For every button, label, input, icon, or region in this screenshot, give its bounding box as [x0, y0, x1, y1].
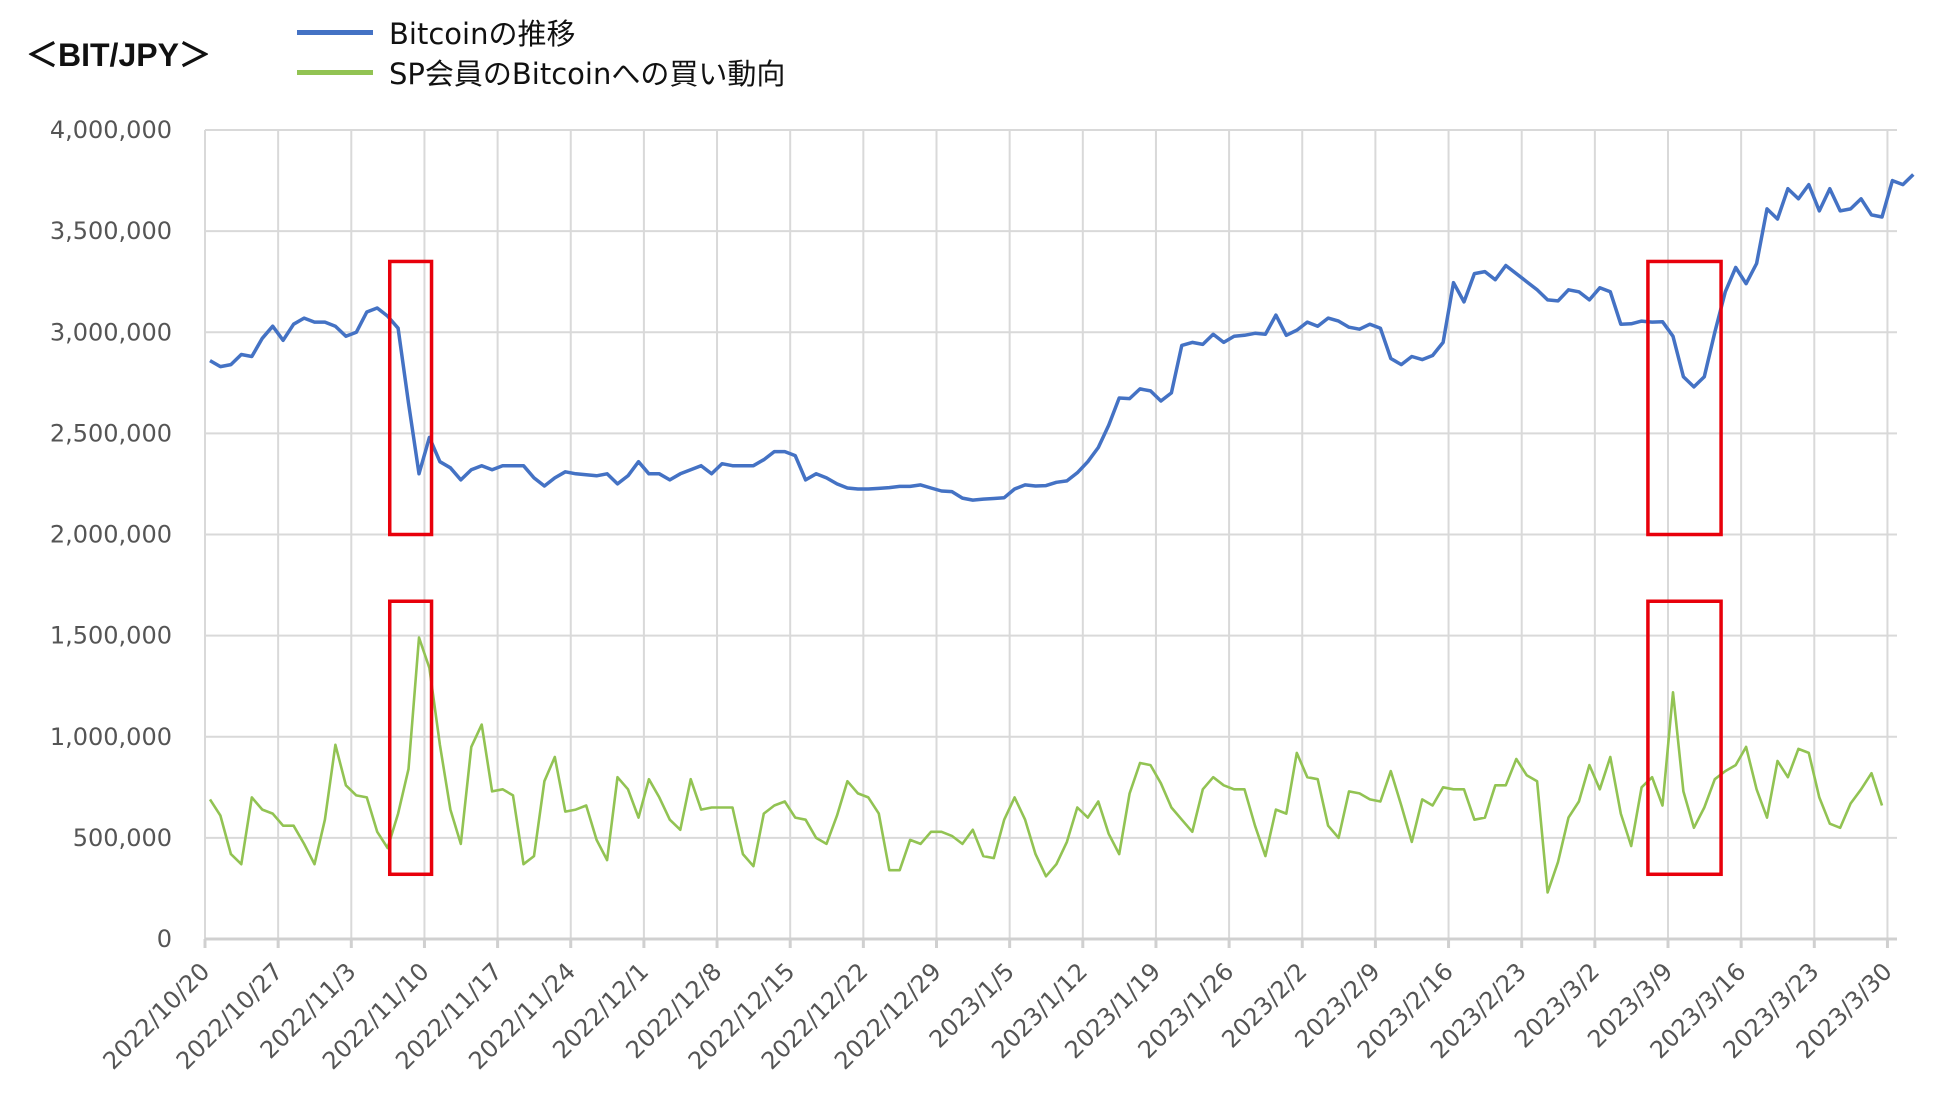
chart-title: ＜BIT/JPY＞	[26, 37, 211, 73]
highlight-box	[1646, 259, 1723, 537]
y-axis: 0 500,000 1,000,000 1,500,000 2,000,000 2,500…	[50, 116, 206, 953]
y-tick-label: 3,000,000	[50, 318, 172, 346]
highlight-box	[387, 259, 434, 537]
bitcoin-price-line	[209, 173, 1915, 502]
y-tick-label: 3,500,000	[50, 217, 172, 245]
legend-item-sp-member-buys: SP会員のBitcoinへの買い動向	[297, 52, 785, 92]
legend-swatch-green	[297, 69, 373, 75]
y-tick-label: 2,500,000	[50, 419, 172, 447]
highlight-box	[387, 599, 434, 877]
legend-swatch-blue	[297, 29, 373, 35]
highlight-box	[1646, 599, 1723, 877]
y-tick-label: 2,000,000	[50, 521, 172, 549]
highlight-boxes	[387, 259, 1723, 877]
sp-member-buy-line	[208, 636, 1884, 894]
gridlines	[204, 129, 1897, 940]
y-tick-label: 1,000,000	[50, 723, 172, 751]
y-tick-label: 1,500,000	[50, 622, 172, 650]
legend-item-bitcoin-price: Bitcoinの推移	[297, 12, 575, 52]
legend-label: Bitcoinの推移	[389, 17, 576, 51]
x-axis: 2022/10/202022/10/272022/11/32022/11/102…	[98, 937, 1898, 1075]
y-tick-label: 4,000,000	[50, 116, 172, 144]
legend-label: SP会員のBitcoinへの買い動向	[389, 57, 786, 91]
y-tick-label: 500,000	[73, 824, 172, 852]
series-lines	[208, 173, 1915, 894]
y-tick-label: 0	[157, 925, 172, 953]
